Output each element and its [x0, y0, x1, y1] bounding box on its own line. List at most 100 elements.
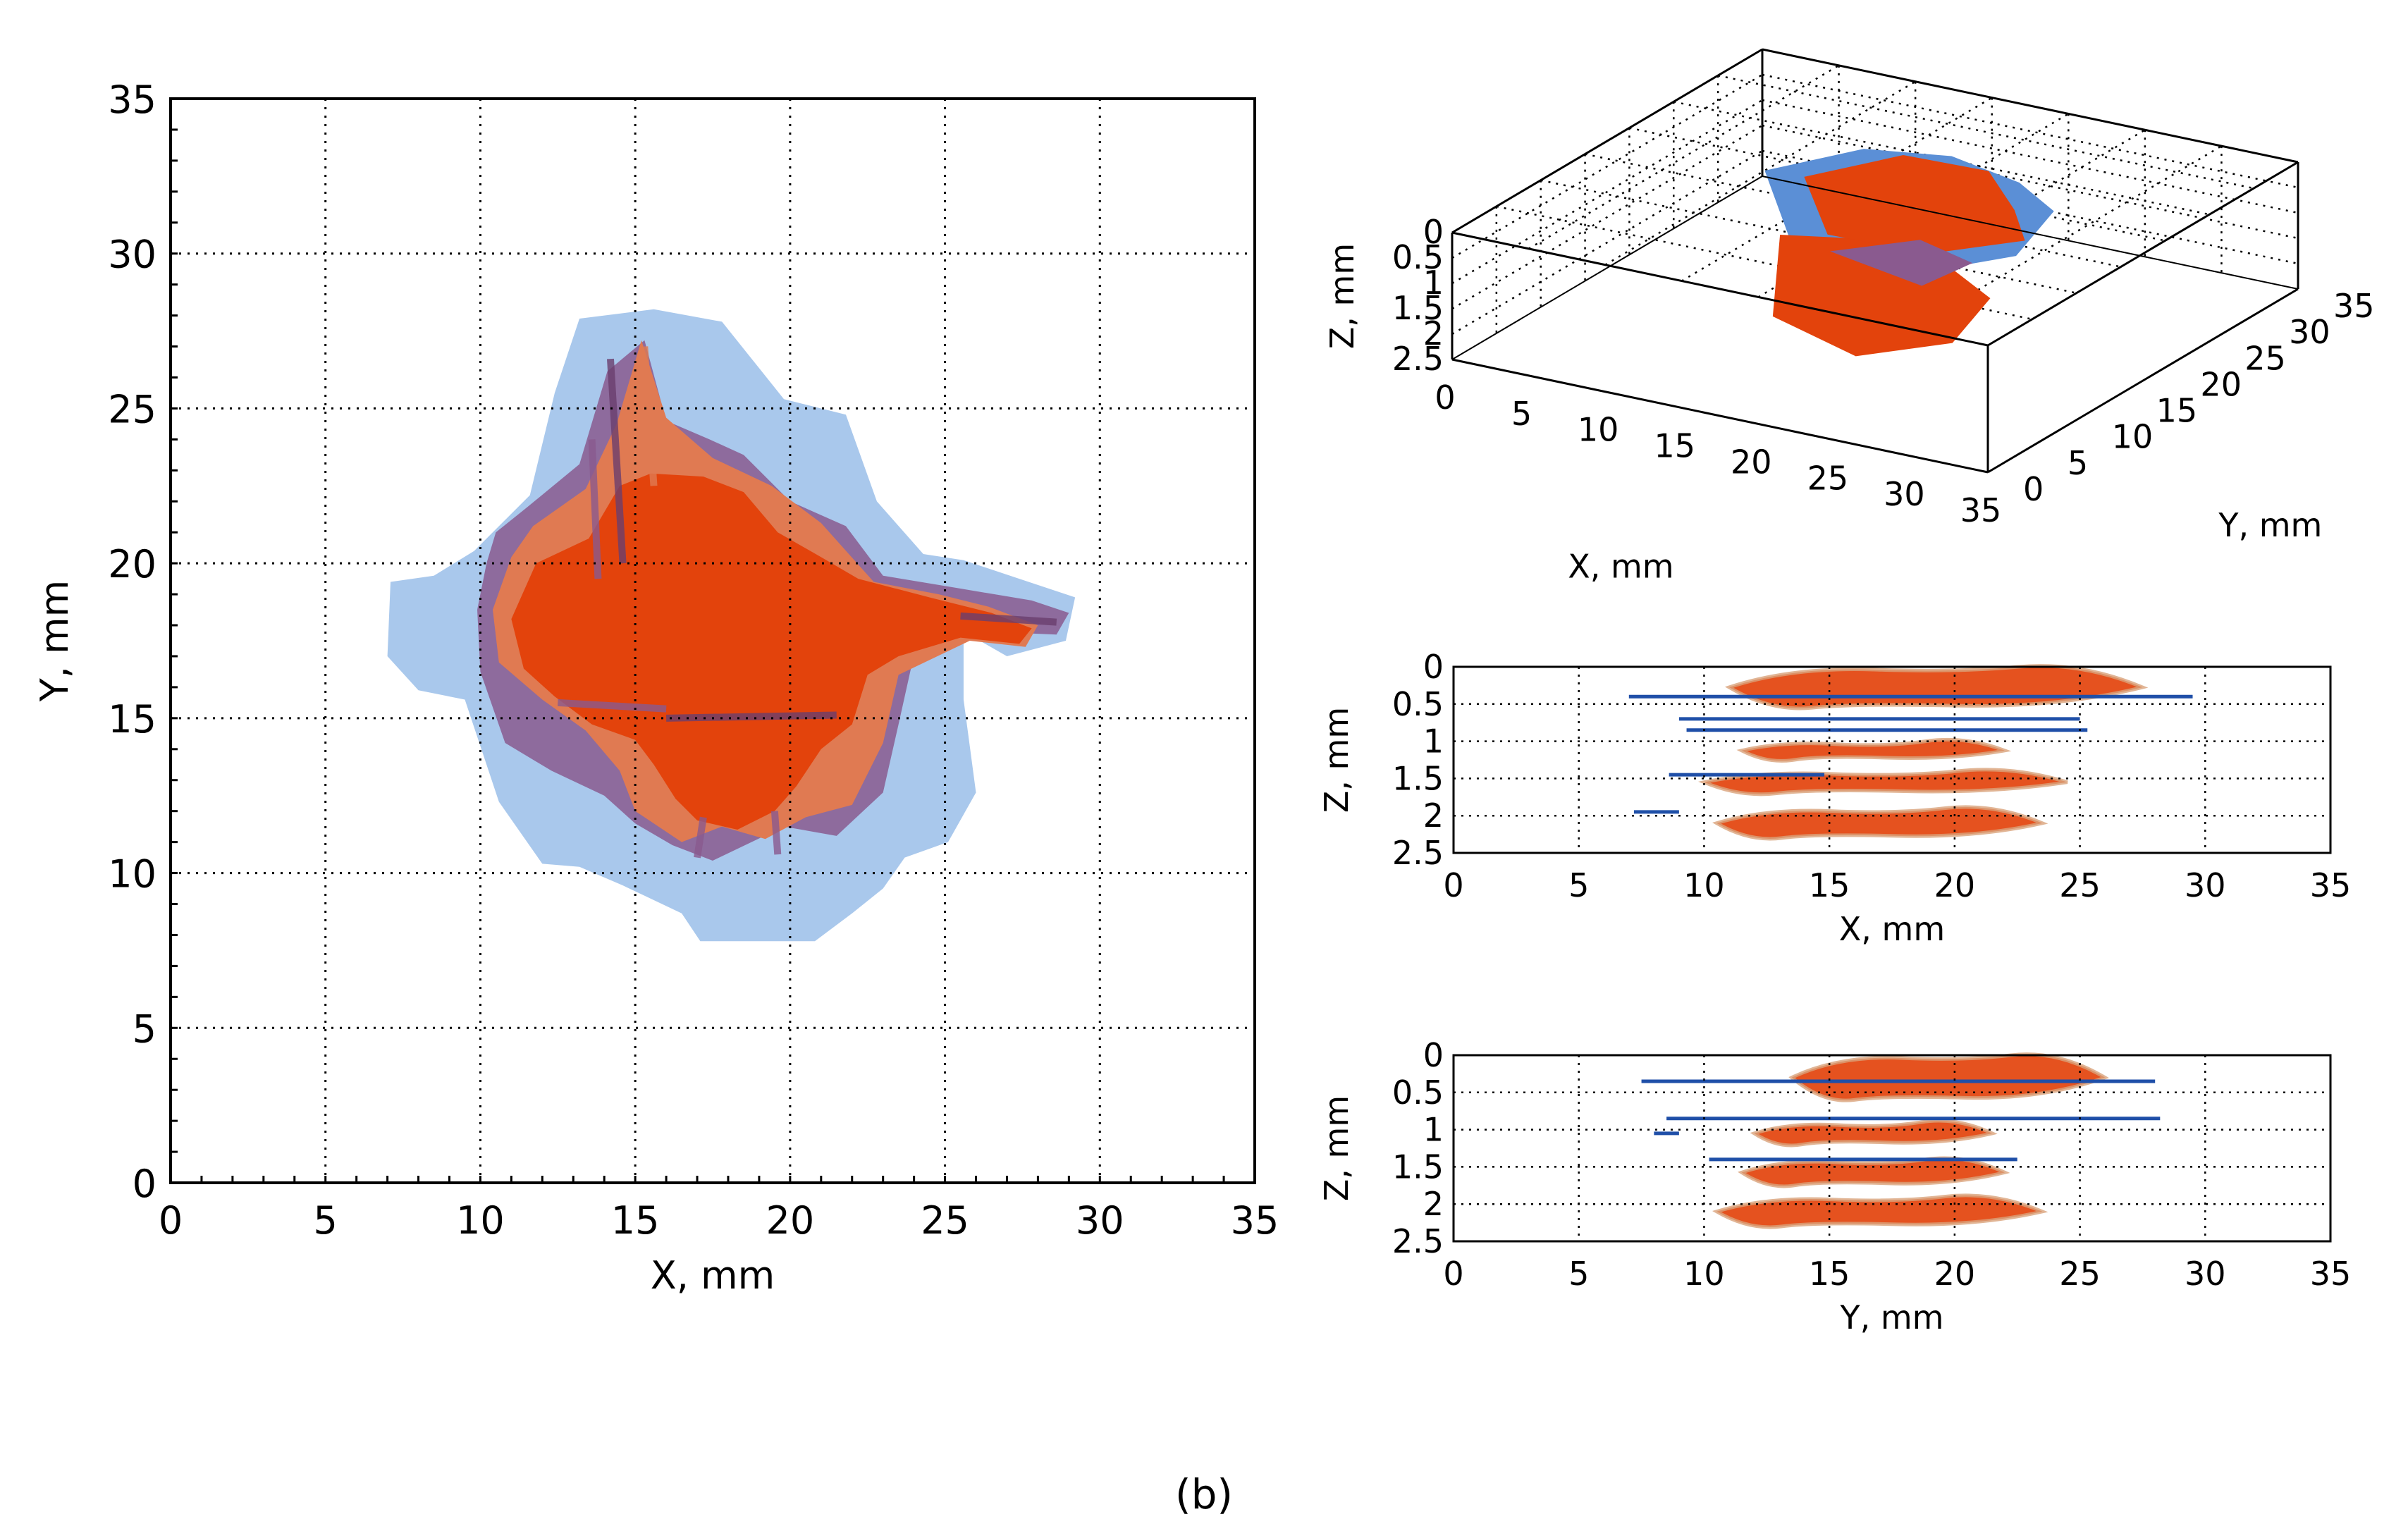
x-tick-label: 15 — [611, 1198, 660, 1243]
z-tick-label: 0 — [1423, 213, 1444, 251]
x-tick-label: 0 — [1443, 1255, 1463, 1293]
x-tick-label: 20 — [1934, 1255, 1976, 1293]
x-tick-label: 5 — [1511, 395, 1532, 433]
box-edge — [1451, 231, 1989, 347]
y-tick-label: 0 — [1423, 1036, 1444, 1074]
z-tick-label: 1.5 — [1392, 289, 1444, 327]
x-tick-label: 30 — [2185, 866, 2226, 904]
x-tick-label: 30 — [1884, 475, 1925, 513]
box-edge — [1987, 161, 2299, 347]
x-tick-label: 10 — [456, 1198, 505, 1243]
x-tick-label: 25 — [2059, 866, 2101, 904]
damage-streak — [588, 439, 602, 579]
x-tick-label: 35 — [1231, 1198, 1279, 1243]
y-tick-label: 30 — [2289, 313, 2330, 351]
x-tick-label: 0 — [1435, 379, 1455, 417]
damage-layer — [1791, 1054, 2106, 1101]
damage-streak — [665, 711, 837, 722]
x-tick-label: 25 — [2059, 1255, 2101, 1293]
damage-layer — [1716, 806, 2043, 839]
grid-line — [1451, 73, 1763, 259]
damage-streak — [770, 811, 782, 855]
damage-layer — [1741, 1157, 2005, 1186]
damage-streak — [558, 699, 667, 713]
y-tick-label: 0.5 — [1392, 685, 1444, 723]
x-tick-label: 10 — [1683, 866, 1725, 904]
y-tick-label: 20 — [2200, 365, 2242, 403]
damage-layer-edge — [1724, 664, 2149, 711]
x-tick-label: 5 — [1568, 866, 1589, 904]
x-tick-label: 0 — [1443, 866, 1463, 904]
y-tick-label: 35 — [108, 78, 156, 122]
x-tick-label: 5 — [314, 1198, 338, 1243]
damage-layer-edge — [1738, 1156, 2010, 1188]
axes-box — [169, 97, 1256, 1184]
y-tick-label: 25 — [108, 387, 156, 431]
z-tick-label: 1 — [1423, 264, 1444, 302]
y-tick-label: 35 — [2333, 287, 2375, 325]
y-tick-label: 1 — [1423, 723, 1444, 761]
x-tick-label: 5 — [1568, 1255, 1589, 1293]
x-tick-label: 35 — [2310, 866, 2352, 904]
y-tick-label: 5 — [2068, 444, 2088, 482]
iso-mid-damage — [1830, 240, 1973, 286]
x-tick-label: 25 — [1807, 459, 1849, 497]
y-tick-label: 10 — [108, 852, 156, 897]
damage-layer-edge — [1712, 805, 2048, 841]
x-axis-label: Y, mm — [1840, 1298, 1944, 1336]
x-tick-label: 35 — [1960, 491, 2002, 529]
y-tick-label: 1.5 — [1392, 1148, 1444, 1186]
iso-3d-chart: 0 5 10 15 20 25 30 350510152025303500.511.522.5… — [1323, 48, 2375, 585]
iso-upper-damage — [1804, 155, 2025, 254]
y-tick-label: 25 — [2244, 339, 2286, 377]
y-tick-label: 30 — [108, 233, 156, 277]
z-tick-label: 2.5 — [1392, 340, 1444, 378]
x-axis-label: X, mm — [1839, 910, 1945, 948]
y-axis-label: Z, mm — [1317, 707, 1356, 813]
x-tick-label: 25 — [921, 1198, 969, 1243]
x-tick-label: 15 — [1809, 866, 1850, 904]
damage-layer — [1716, 1195, 2043, 1227]
grid-line — [1451, 124, 1763, 310]
box-edge — [1762, 176, 2299, 290]
x-tick-label: 20 — [1731, 443, 1772, 481]
y-tick-label: 0.5 — [1392, 1074, 1444, 1112]
box-edge — [1451, 176, 1763, 360]
y-axis-label: Z, mm — [1317, 1095, 1356, 1201]
grid-line — [1910, 145, 2223, 331]
y-tick-label: 2.5 — [1392, 834, 1444, 872]
y-tick-label: 2.5 — [1392, 1222, 1444, 1260]
z-axis-label: Z, mm — [1323, 243, 1361, 349]
x-tick-label: 30 — [2185, 1255, 2226, 1293]
y-tick-label: 15 — [108, 697, 156, 742]
x-tick-label: 30 — [1076, 1198, 1124, 1243]
box-edge — [1451, 48, 1763, 234]
damage-layer — [1754, 1121, 1993, 1146]
grid-line — [1528, 64, 1840, 250]
x-tick-label: 20 — [766, 1198, 814, 1243]
x-tick-label: 0 — [159, 1198, 183, 1243]
y-tick-label: 2 — [1423, 797, 1444, 835]
damage-layer-edge — [1712, 1193, 2048, 1229]
y-tick-label: 0 — [2023, 470, 2044, 508]
damage-layer-edge — [1788, 1052, 2109, 1102]
y-tick-label: 2 — [1423, 1185, 1444, 1223]
grid-line — [1451, 149, 1763, 336]
main-xy-chart: 0 5 10 15 20 25 30 35 0 5 10 15 20 25 30 35 X, mm Y, mm — [32, 78, 1279, 1298]
grid-line — [1604, 80, 1916, 266]
y-axis-label: Y, mm — [32, 580, 77, 703]
box-edge — [1451, 358, 1989, 474]
x-tick-label: 35 — [2310, 1255, 2352, 1293]
y-tick-label: 5 — [133, 1007, 156, 1051]
x-tick-label: 20 — [1934, 866, 1976, 904]
z-tick-label: 0.5 — [1392, 238, 1444, 276]
region-orange-core — [511, 473, 1032, 830]
axes-box — [1452, 1054, 2332, 1243]
z-tick-label: 2 — [1423, 314, 1444, 352]
x-axis-label: X, mm — [1568, 547, 1673, 585]
x-tick-label: 10 — [1578, 411, 1619, 449]
y-tick-label: 1 — [1423, 1111, 1444, 1149]
y-tick-label: 0 — [1423, 648, 1444, 686]
